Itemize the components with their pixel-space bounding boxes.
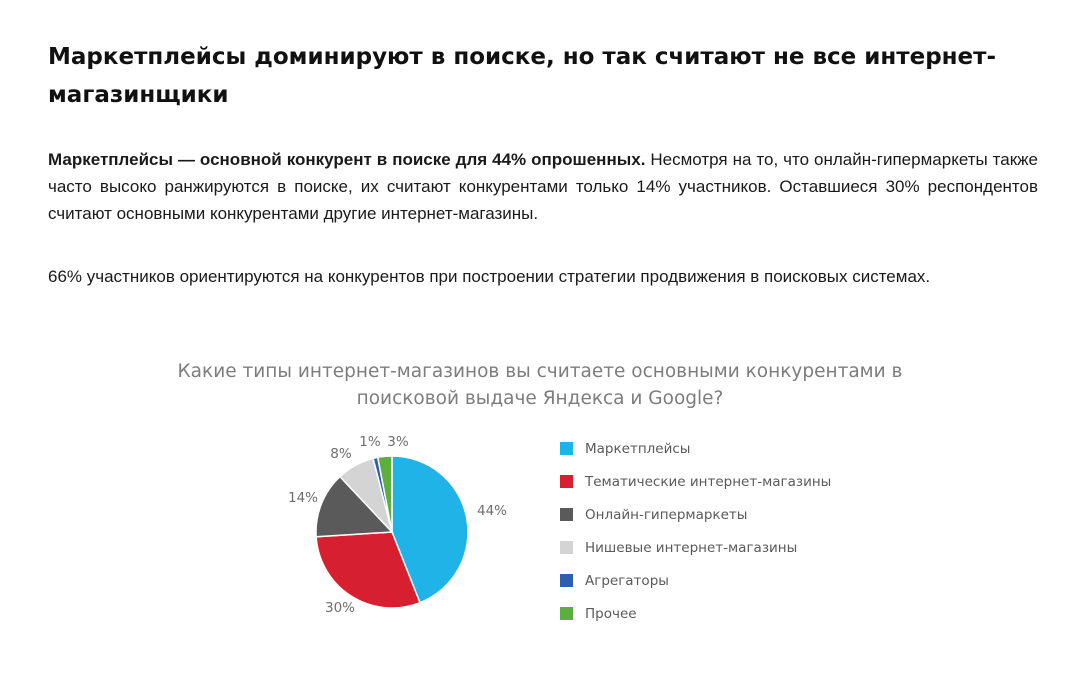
- legend-label-4: Нишевые интернет-магазины: [585, 539, 798, 556]
- pie-slice-label-5: 1%: [359, 434, 381, 450]
- pie-slice-label-4: 8%: [330, 446, 352, 462]
- legend-label-2: Тематические интернет-магазины: [585, 473, 832, 490]
- pie-slice-label-3: 14%: [288, 490, 318, 506]
- pie-slice-label-1: 44%: [477, 503, 507, 519]
- pie-slice-3: [315, 475, 394, 538]
- intro-paragraph: Маркетплейсы — основной конкурент в поис…: [48, 146, 1038, 227]
- legend-item-4: Нишевые интернет-магазины: [560, 531, 880, 564]
- page-heading: Маркетплейсы доминируют в поиске, но так…: [48, 44, 997, 108]
- legend-item-6: Прочее: [560, 597, 880, 630]
- legend-swatch-3: [560, 508, 573, 521]
- legend-item-2: Тематические интернет-магазины: [560, 465, 880, 498]
- chart-legend: Маркетплейсы Тематические интернет-магази…: [560, 432, 880, 630]
- legend-item-5: Агрегаторы: [560, 564, 880, 597]
- legend-swatch-1: [560, 442, 573, 455]
- pie-slice-label-2: 30%: [325, 600, 355, 616]
- pie-slice-label-6: 3%: [387, 434, 409, 450]
- legend-swatch-5: [560, 574, 573, 587]
- intro-paragraph-bold: Маркетплейсы — основной конкурент в поис…: [48, 150, 646, 169]
- legend-label-3: Онлайн-гипермаркеты: [585, 506, 748, 523]
- legend-label-6: Прочее: [585, 605, 637, 622]
- pie-slice-2: [315, 531, 421, 609]
- chart-title: Какие типы интернет-магазинов вы считает…: [177, 361, 903, 409]
- pie-slice-6: [376, 455, 393, 533]
- legend-item-1: Маркетплейсы: [560, 432, 880, 465]
- legend-swatch-6: [560, 607, 573, 620]
- legend-label-5: Агрегаторы: [585, 572, 669, 589]
- legend-swatch-4: [560, 541, 573, 554]
- legend-swatch-2: [560, 475, 573, 488]
- second-paragraph: 66% участников ориентируются на конкурен…: [48, 267, 931, 286]
- legend-item-3: Онлайн-гипермаркеты: [560, 498, 880, 531]
- intro-paragraph-text: Несмотря на то, что онлайн-гипермаркеты …: [48, 150, 1038, 223]
- pie-slice-1: [391, 455, 469, 604]
- legend-label-1: Маркетплейсы: [585, 440, 691, 457]
